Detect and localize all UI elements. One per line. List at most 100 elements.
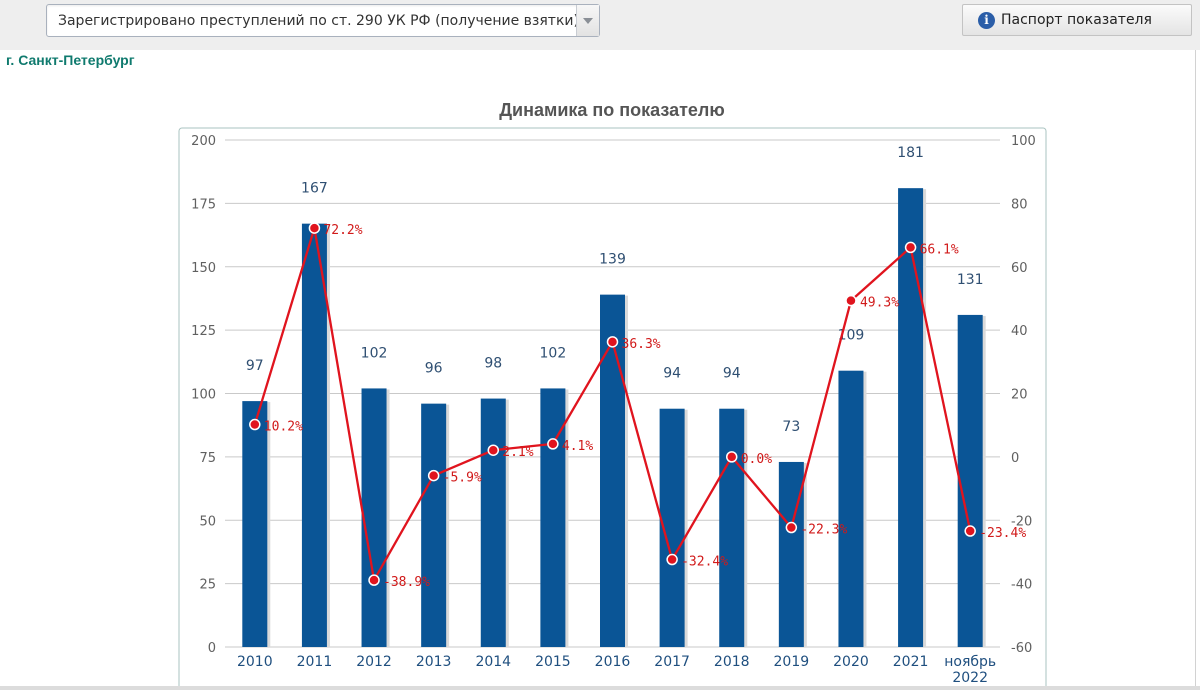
x-tick-label: 2013 xyxy=(416,654,452,670)
x-axis: 2010 2011 2012 2013 2014 2015 2016 2017 2018 2019… xyxy=(237,654,996,686)
passport-button-label: Паспорт показателя xyxy=(1001,12,1152,28)
change-label: 72.2% xyxy=(323,223,362,238)
change-point[interactable] xyxy=(666,553,678,566)
chevron-down-icon[interactable] xyxy=(576,5,599,36)
bar-value-label: 109 xyxy=(838,328,865,344)
x-tick-label: 2011 xyxy=(297,654,333,670)
left-tick-label: 75 xyxy=(199,451,216,466)
change-point[interactable] xyxy=(249,418,261,431)
change-point[interactable] xyxy=(547,438,559,450)
change-point[interactable] xyxy=(368,574,380,586)
bar-value-label: 97 xyxy=(246,358,264,374)
bar-value-label: 181 xyxy=(897,145,924,161)
bar[interactable] xyxy=(719,408,745,647)
info-icon: i xyxy=(978,12,995,29)
bar-value-label: 94 xyxy=(723,366,741,382)
change-label: 49.3% xyxy=(860,296,899,311)
left-tick-label: 125 xyxy=(191,324,216,339)
change-point[interactable] xyxy=(904,241,917,254)
change-point[interactable] xyxy=(785,521,798,534)
right-tick-label: -60 xyxy=(1011,641,1032,656)
bar-value-label: 139 xyxy=(599,252,626,268)
indicator-select-value: Зарегистрировано преступлений по ст. 290… xyxy=(58,13,579,29)
bar[interactable] xyxy=(301,223,327,647)
x-tick-label: 2014 xyxy=(475,654,511,670)
right-tick-label: 40 xyxy=(1011,324,1028,339)
x-tick-label: 2018 xyxy=(714,654,750,670)
x-tick-label: ноябрь 2022 xyxy=(944,654,996,686)
change-point[interactable] xyxy=(964,525,976,537)
right-tick-label: 0 xyxy=(1011,451,1019,466)
bar-labels: 97 167 102 96 98 102 139 94 94 73 109 181 131 xyxy=(246,145,984,435)
change-point[interactable] xyxy=(308,222,321,234)
x-tick-label: 2016 xyxy=(595,654,631,670)
left-tick-label: 150 xyxy=(191,261,216,276)
toolbar: Зарегистрировано преступлений по ст. 290… xyxy=(0,0,1200,50)
x-tick-label: 2019 xyxy=(774,654,810,670)
change-point[interactable] xyxy=(606,336,619,348)
change-label: -23.4% xyxy=(979,526,1026,541)
horizontal-scrollbar[interactable] xyxy=(0,686,1200,690)
bar[interactable] xyxy=(957,314,983,647)
change-label: -32.4% xyxy=(681,555,728,570)
indicator-select[interactable]: Зарегистрировано преступлений по ст. 290… xyxy=(46,4,600,37)
left-tick-label: 25 xyxy=(199,578,216,593)
bar-series xyxy=(242,188,986,648)
chart-title: Динамика по показателю xyxy=(499,100,725,120)
change-label: -38.9% xyxy=(383,575,430,590)
bar[interactable] xyxy=(600,294,625,647)
left-tick-label: 50 xyxy=(199,514,216,529)
change-label: 4.1% xyxy=(562,439,593,454)
bar[interactable] xyxy=(421,403,447,647)
change-point[interactable] xyxy=(845,294,857,307)
change-label: 36.3% xyxy=(622,337,661,352)
right-tick-label: 80 xyxy=(1011,197,1028,212)
change-point[interactable] xyxy=(725,451,738,463)
x-tick-label: 2015 xyxy=(535,654,571,670)
page-divider xyxy=(1195,50,1196,690)
change-label: 66.1% xyxy=(920,242,959,257)
bar-value-label: 102 xyxy=(361,345,388,361)
change-point[interactable] xyxy=(427,469,440,482)
left-tick-label: 175 xyxy=(191,197,216,212)
passport-button[interactable]: i Паспорт показателя xyxy=(962,4,1192,36)
bar-value-label: 94 xyxy=(663,366,681,382)
x-tick-label: 2021 xyxy=(893,654,929,670)
right-tick-label: -20 xyxy=(1011,514,1032,529)
bar[interactable] xyxy=(898,188,924,648)
bar-value-label: 98 xyxy=(484,356,502,372)
region-title: г. Санкт-Петербург xyxy=(6,52,135,68)
change-label: -22.3% xyxy=(800,523,847,538)
change-label: 2.1% xyxy=(502,445,533,460)
change-label: -5.9% xyxy=(443,471,482,486)
left-axis: 0 25 50 75 100 125 150 175 200 xyxy=(191,134,216,656)
bar-value-label: 167 xyxy=(301,181,328,197)
bar-value-label: 131 xyxy=(957,272,984,288)
bar[interactable] xyxy=(242,401,268,647)
bar[interactable] xyxy=(361,388,387,647)
bar[interactable] xyxy=(480,398,506,647)
right-axis: -60 -40 -20 0 20 40 60 80 100 xyxy=(1011,134,1036,656)
right-tick-label: 100 xyxy=(1011,134,1036,149)
left-tick-label: 200 xyxy=(191,134,216,149)
x-tick-label: 2012 xyxy=(356,654,392,670)
x-tick-label: 2020 xyxy=(833,654,869,670)
change-line-series: 10.2% 72.2% -38.9% -5.9% 2.1% 4.1% 36.3% -32.4%… xyxy=(249,222,1026,590)
right-tick-label: -40 xyxy=(1011,578,1032,593)
bar-value-label: 73 xyxy=(782,419,800,435)
left-tick-label: 0 xyxy=(208,641,216,656)
x-tick-label: 2017 xyxy=(654,654,690,670)
x-tick-label: 2010 xyxy=(237,654,273,670)
bar-value-label: 96 xyxy=(425,361,443,377)
change-label: 10.2% xyxy=(264,420,303,435)
bar[interactable] xyxy=(778,461,804,647)
change-label: 0.0% xyxy=(741,452,772,467)
left-tick-label: 100 xyxy=(191,388,216,403)
change-point[interactable] xyxy=(487,444,500,456)
bar[interactable] xyxy=(838,370,864,647)
bar-value-label: 102 xyxy=(540,345,567,361)
right-tick-label: 20 xyxy=(1011,388,1028,403)
plot-frame xyxy=(178,127,1047,690)
right-tick-label: 60 xyxy=(1011,261,1028,276)
